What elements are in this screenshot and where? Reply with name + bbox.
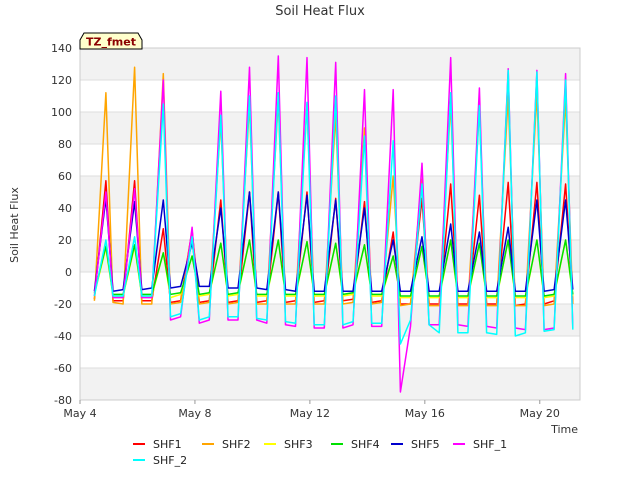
x-tick-label: May 4 (63, 407, 96, 420)
legend-label: SHF1 (153, 438, 182, 451)
y-tick-label: -20 (54, 298, 72, 311)
tz-tag-label: TZ_fmet (86, 36, 136, 49)
legend-item-shf3: SHF3 (264, 438, 313, 451)
y-tick-label: 100 (51, 106, 72, 119)
y-tick-label: -60 (54, 362, 72, 375)
legend-item-shf-1: SHF_1 (453, 438, 507, 451)
series-line-shf-2 (93, 69, 574, 345)
series-line-shf5 (93, 191, 574, 292)
legend-label: SHF4 (351, 438, 380, 451)
y-tick-label: 20 (58, 234, 72, 247)
tz-tag-badge: TZ_fmet (79, 32, 143, 50)
legend-item-shf5: SHF5 (391, 438, 440, 451)
legend-item-shf1: SHF1 (133, 438, 182, 451)
chart-title: Soil Heat Flux (275, 4, 365, 19)
background-band (80, 304, 580, 336)
y-axis-title: Soil Heat Flux (8, 187, 21, 263)
y-axis-ticks: -80 -60 -40 -20 0 20 40 60 80 100 120 140 (51, 42, 72, 407)
legend-item-shf2: SHF2 (202, 438, 251, 451)
y-tick-label: 120 (51, 74, 72, 87)
legend-item-shf-2: SHF_2 (133, 454, 187, 467)
y-tick-label: 60 (58, 170, 72, 183)
plot-area (79, 47, 581, 401)
y-tick-label: 0 (65, 266, 72, 279)
legend-label: SHF_2 (153, 454, 187, 467)
y-tick-label: 140 (51, 42, 72, 55)
x-axis-ticks: May 4 May 8 May 12 May 16 May 20 (63, 400, 560, 420)
series-lines (93, 55, 574, 393)
legend-label: SHF5 (411, 438, 440, 451)
x-tick-label: May 16 (405, 407, 445, 420)
legend: SHF1 SHF2 SHF3 SHF4 SHF5 SHF_1 SHF_2 (133, 438, 507, 467)
x-axis-title: Time (550, 423, 578, 436)
background-band (80, 48, 580, 80)
x-tick-label: May 8 (178, 407, 211, 420)
series-line-shf-1 (93, 55, 574, 393)
y-tick-label: -80 (54, 394, 72, 407)
x-tick-label: May 12 (290, 407, 330, 420)
legend-label: SHF2 (222, 438, 251, 451)
background-band (80, 368, 580, 400)
series-line-shf1 (93, 180, 574, 307)
y-tick-label: 80 (58, 138, 72, 151)
legend-label: SHF_1 (473, 438, 507, 451)
y-tick-label: -40 (54, 330, 72, 343)
series-line-shf4 (93, 239, 574, 297)
legend-label: SHF3 (284, 438, 313, 451)
x-tick-label: May 20 (520, 407, 560, 420)
y-tick-label: 40 (58, 202, 72, 215)
legend-item-shf4: SHF4 (331, 438, 380, 451)
